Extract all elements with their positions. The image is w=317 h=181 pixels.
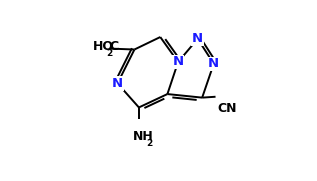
Text: N: N [172,56,184,68]
Text: CN: CN [217,102,237,115]
Text: N: N [112,77,123,90]
Text: C: C [109,40,119,53]
Text: N: N [192,32,203,45]
Text: N: N [208,57,219,70]
Text: HO: HO [93,40,113,53]
Text: 2: 2 [106,49,112,58]
Text: 2: 2 [146,139,153,148]
Text: NH: NH [133,130,153,143]
